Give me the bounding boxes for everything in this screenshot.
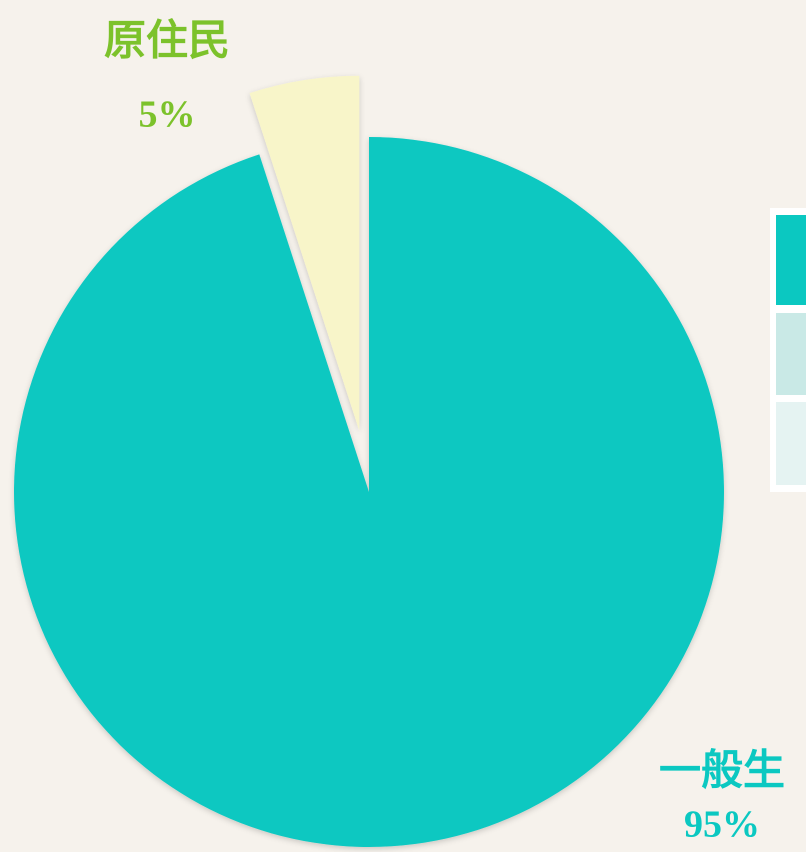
- slice-label: 一般生: [659, 748, 785, 795]
- pie-slice: [14, 137, 724, 847]
- slice-label: 原住民: [104, 18, 230, 65]
- panel-row: [776, 402, 806, 485]
- panel-row: [776, 215, 806, 305]
- panel-row: [776, 313, 806, 395]
- slice-value-label: 5%: [139, 94, 196, 136]
- slice-value-label: 95%: [684, 804, 760, 846]
- side-panel: [770, 208, 806, 492]
- pie-slice: [249, 75, 360, 431]
